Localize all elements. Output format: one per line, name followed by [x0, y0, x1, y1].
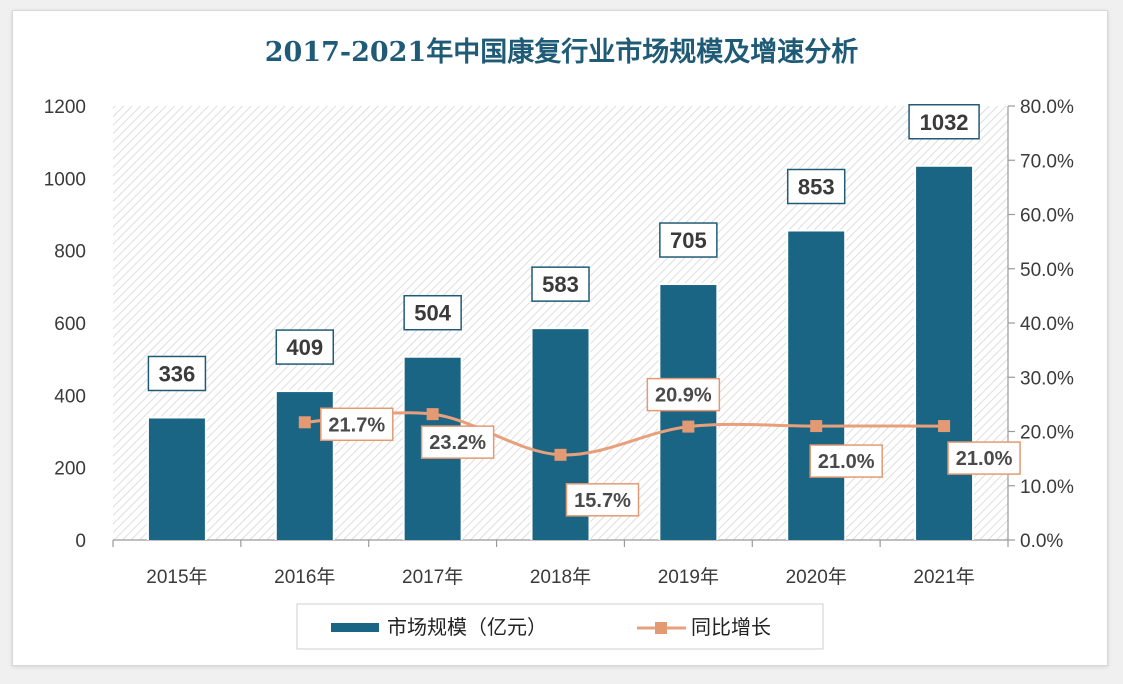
x-tick-label: 2020年	[786, 566, 847, 588]
growth-marker	[426, 408, 439, 421]
y-left-tick-label: 1000	[44, 169, 86, 190]
bar-value-box	[908, 104, 980, 140]
y-left-tick-label: 600	[54, 314, 86, 335]
x-tick-label: 2021年	[913, 566, 974, 588]
y-left-tick-label: 1200	[44, 97, 86, 118]
growth-value-box	[646, 377, 721, 412]
bar-value-label: 705	[670, 228, 707, 253]
bar-value-label: 336	[159, 361, 196, 386]
bar-value-box	[147, 355, 207, 392]
growth-value-label: 15.7%	[574, 490, 631, 512]
bar-value-box	[403, 294, 462, 331]
legend-line-label: 同比增长	[691, 616, 771, 639]
legend-line-marker	[655, 622, 667, 634]
bar-value-label: 1032	[920, 110, 969, 135]
bar-value-box	[531, 266, 590, 302]
bar	[660, 285, 717, 540]
growth-line	[304, 411, 945, 457]
y-left-tick-label: 400	[54, 386, 86, 407]
x-tick-label: 2015年	[146, 566, 207, 588]
growth-value-box	[947, 441, 1021, 475]
bar-value-box	[659, 222, 718, 258]
chart-title: 2017-2021年中国康复行业市场规模及增速分析	[264, 37, 859, 68]
growth-value-label: 21.7%	[328, 414, 385, 436]
legend-bar-label: 市场规模（亿元）	[387, 616, 547, 639]
growth-value-box	[809, 444, 883, 478]
y-right-tick-label: 20.0%	[1020, 423, 1074, 444]
bar-value-label: 583	[542, 272, 579, 297]
growth-value-box	[320, 407, 394, 442]
bar-value-label: 504	[414, 301, 451, 326]
bar	[148, 418, 205, 540]
x-tick-label: 2018年	[530, 566, 591, 588]
x-tick-label: 2019年	[658, 566, 719, 588]
growth-value-box	[420, 425, 495, 459]
y-left-tick-label: 800	[54, 242, 86, 263]
y-right-tick-label: 0.0%	[1020, 531, 1063, 552]
x-tick-label: 2017年	[402, 566, 463, 588]
growth-value-box	[565, 483, 640, 517]
x-tick-label: 2016年	[274, 566, 335, 588]
y-right-tick-label: 70.0%	[1020, 151, 1074, 172]
growth-marker	[554, 448, 567, 461]
y-left-tick-label: 200	[54, 459, 86, 480]
growth-marker	[298, 416, 311, 429]
growth-value-label: 21.0%	[956, 448, 1013, 470]
growth-value-label: 23.2%	[429, 432, 486, 454]
bar	[916, 166, 973, 540]
growth-marker	[938, 420, 951, 433]
growth-marker	[810, 420, 823, 433]
y-right-tick-label: 60.0%	[1020, 206, 1074, 227]
bar-value-box	[786, 168, 846, 205]
growth-value-label: 21.0%	[818, 451, 875, 473]
bar-value-box	[275, 329, 335, 365]
bar-value-label: 409	[286, 335, 323, 360]
bar-value-label: 853	[798, 174, 835, 199]
growth-value-label: 20.9%	[655, 385, 712, 407]
growth-marker	[682, 420, 695, 433]
legend-bar-swatch	[331, 623, 379, 632]
y-left-tick-label: 0	[75, 531, 86, 552]
bar	[788, 231, 845, 540]
legend-box	[296, 603, 824, 650]
y-right-tick-label: 50.0%	[1020, 260, 1074, 281]
y-right-tick-label: 10.0%	[1020, 477, 1074, 498]
y-right-tick-label: 80.0%	[1020, 97, 1074, 118]
y-right-tick-label: 40.0%	[1020, 314, 1074, 335]
y-right-tick-label: 30.0%	[1020, 368, 1074, 389]
